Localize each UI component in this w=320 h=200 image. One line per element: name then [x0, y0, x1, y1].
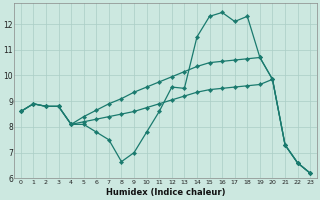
X-axis label: Humidex (Indice chaleur): Humidex (Indice chaleur) — [106, 188, 225, 197]
